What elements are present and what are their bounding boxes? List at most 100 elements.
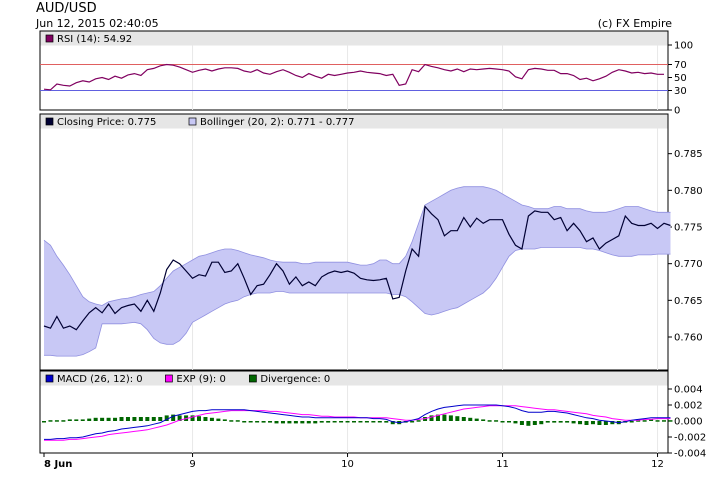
divergence-bar (519, 421, 524, 425)
divergence-bar (364, 421, 369, 423)
divergence-bar (222, 419, 227, 421)
divergence-bar (500, 421, 505, 423)
price-ytick-label: 0.760 (674, 333, 703, 344)
price-ytick-label: 0.775 (674, 223, 703, 234)
divergence-bar (54, 420, 59, 422)
divergence-bar (248, 421, 253, 423)
divergence-bar (151, 417, 156, 421)
macd-legend-swatch-0 (45, 374, 54, 383)
divergence-bar (306, 421, 311, 424)
divergence-bar (494, 420, 499, 422)
divergence-bar (565, 421, 570, 423)
divergence-bar (48, 420, 53, 422)
divergence-bar (274, 421, 279, 424)
divergence-bar (416, 420, 421, 422)
x-tick-label: 12 (651, 459, 664, 470)
divergence-bar (448, 415, 453, 421)
symbol-title: AUD/USD (36, 1, 97, 16)
divergence-bar (649, 419, 654, 421)
divergence-bar (132, 417, 137, 421)
divergence-bar (410, 421, 415, 423)
price-ytick-label: 0.785 (674, 149, 703, 160)
divergence-bar (539, 421, 544, 425)
divergence-bar (371, 421, 376, 423)
divergence-bar (474, 418, 479, 421)
macd-ytick-label: -0.004 (674, 449, 706, 460)
rsi-series-line (43, 63, 664, 91)
divergence-bar (87, 418, 92, 421)
divergence-bar (552, 421, 557, 423)
divergence-bar (455, 416, 460, 421)
divergence-bar (209, 417, 214, 421)
x-tick-label: 8 Jun (44, 459, 72, 470)
divergence-bar (261, 421, 266, 423)
divergence-bar (125, 417, 130, 421)
divergence-bar (513, 421, 518, 424)
closing-price-line (43, 205, 671, 331)
price-ytick-label: 0.770 (674, 259, 703, 270)
macd-legend-label-2: Divergence: 0 (260, 374, 330, 385)
divergence-bar (429, 415, 434, 421)
macd-ytick-label: 0.004 (674, 385, 703, 396)
credit: (c) FX Empire (597, 17, 672, 30)
divergence-bar (662, 420, 666, 422)
divergence-bar (145, 417, 150, 421)
divergence-bar (203, 417, 208, 421)
divergence-bar (171, 414, 176, 421)
rsi-legend-label-0: RSI (14): 54.92 (57, 34, 132, 45)
divergence-bar (590, 421, 595, 425)
macd-line (44, 404, 671, 440)
divergence-bar (468, 417, 473, 421)
divergence-bar (113, 417, 118, 421)
price-legend-label-1: Bollinger (20, 2): 0.771 - 0.777 (200, 117, 354, 128)
divergence-bar (177, 415, 182, 421)
rsi-ytick-label: 30 (674, 86, 687, 97)
macd-legend-label-1: EXP (9): 0 (176, 374, 225, 385)
divergence-bar (42, 421, 46, 423)
divergence-bar (461, 417, 466, 421)
divergence-bar (255, 421, 260, 423)
divergence-bar (487, 420, 492, 422)
divergence-bar (384, 421, 389, 423)
divergence-bar (74, 419, 79, 421)
divergence-bar (578, 421, 583, 425)
macd-legend-swatch-1 (165, 374, 173, 383)
divergence-bar (158, 417, 163, 421)
price-ytick-label: 0.765 (674, 296, 703, 307)
divergence-bar (280, 421, 285, 424)
divergence-bar (313, 421, 318, 424)
divergence-bar (300, 421, 305, 424)
divergence-bar (435, 414, 440, 421)
divergence-bar (352, 421, 356, 423)
divergence-bar (642, 420, 647, 422)
macd-ytick-label: 0.000 (674, 417, 703, 428)
price-panel-header (40, 114, 668, 129)
divergence-bar (61, 420, 66, 422)
divergence-bar (597, 421, 602, 425)
divergence-bar (603, 421, 608, 425)
price-legend-label-0: Closing Price: 0.775 (57, 117, 156, 128)
divergence-bar (345, 421, 350, 423)
rsi-ytick-label: 70 (674, 60, 687, 71)
divergence-bar (287, 421, 292, 424)
bollinger-lower-line (44, 247, 671, 357)
rsi-ytick-label: 0 (674, 106, 680, 117)
divergence-bar (268, 421, 273, 423)
x-tick-label: 10 (341, 459, 354, 470)
x-tick-label: 11 (496, 459, 509, 470)
divergence-bar (138, 417, 143, 421)
divergence-bar (190, 415, 195, 421)
divergence-bar (507, 421, 511, 423)
divergence-bar (390, 421, 395, 425)
x-tick-label: 9 (189, 459, 195, 470)
timestamp: Jun 12, 2015 02:40:05 (36, 17, 159, 30)
macd-legend-label-0: MACD (26, 12): 0 (57, 374, 143, 385)
divergence-bar (558, 421, 563, 423)
divergence-bar (106, 417, 111, 421)
divergence-bar (119, 417, 124, 421)
divergence-bar (242, 421, 247, 423)
divergence-bar (377, 421, 382, 423)
divergence-bar (229, 420, 234, 422)
divergence-bar (100, 417, 105, 421)
